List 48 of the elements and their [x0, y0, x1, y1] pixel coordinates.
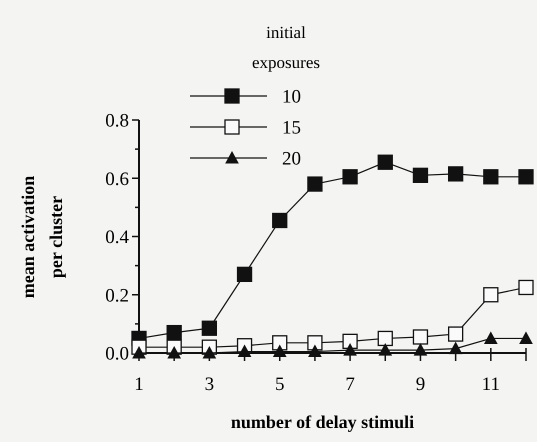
point: [344, 344, 357, 356]
y-axis-title: mean activation per cluster: [18, 176, 66, 298]
legend-label: 20: [282, 148, 301, 170]
x-axis-title: number of delay stimuli: [230, 412, 414, 432]
point: [272, 335, 288, 350]
y-tick-label: 0.6: [105, 168, 129, 190]
point: [412, 329, 428, 345]
point: [307, 176, 323, 192]
point: [414, 344, 427, 356]
point: [236, 266, 252, 282]
point: [307, 335, 323, 350]
point: [342, 169, 358, 184]
legend-label: 10: [282, 86, 301, 108]
y-tick-label: 0.8: [105, 110, 129, 132]
x-tick-label: 3: [204, 374, 214, 395]
point: [132, 346, 146, 358]
x-tick-label: 5: [274, 374, 284, 395]
point: [448, 326, 464, 342]
point: [483, 287, 498, 302]
point: [202, 346, 216, 358]
point: [378, 330, 393, 346]
point: [378, 154, 393, 170]
legend-label: 15: [282, 118, 301, 139]
point: [272, 212, 288, 228]
y-tick-label: 0.4: [105, 227, 130, 248]
x-tick-label: 7: [345, 374, 355, 395]
point: [483, 169, 498, 184]
y-tick-label: 0.2: [105, 285, 129, 306]
point: [412, 168, 428, 183]
x-tick-label: 11: [482, 374, 500, 395]
point: [202, 320, 218, 336]
point: [238, 345, 252, 358]
point: [168, 346, 181, 358]
point: [518, 169, 534, 184]
point: [484, 332, 498, 344]
point: [378, 344, 392, 356]
point: [308, 345, 322, 358]
point: [448, 166, 464, 182]
y-tick-label: 0.0: [105, 344, 129, 365]
point: [342, 334, 358, 349]
point: [273, 345, 286, 358]
x-tick-label: 9: [416, 374, 426, 395]
point: [166, 324, 182, 340]
x-tick-label: 1: [134, 374, 144, 395]
point: [518, 280, 534, 296]
point: [520, 332, 532, 344]
point: [449, 342, 462, 354]
legend-title: initial exposures: [252, 23, 320, 72]
